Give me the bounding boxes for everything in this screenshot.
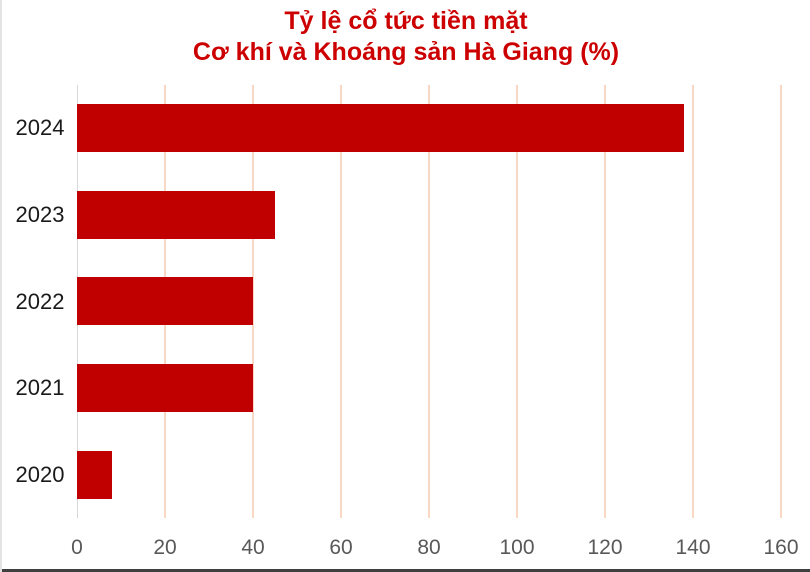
y-axis-label-2021: 2021 (15, 375, 65, 401)
bar-2024 (77, 104, 685, 153)
y-axis-label-2022: 2022 (15, 288, 65, 314)
bar-2022 (77, 277, 253, 326)
x-axis-tick-label-20: 20 (153, 536, 177, 559)
bar-2021 (77, 364, 253, 413)
x-axis-tick-label-100: 100 (499, 536, 535, 559)
gridline-x-120 (604, 85, 606, 518)
x-axis-tick-label-160: 160 (763, 536, 799, 559)
x-axis-tick-label-80: 80 (417, 536, 441, 559)
x-axis-tick-label-60: 60 (329, 536, 353, 559)
bar-row-2020 (77, 431, 781, 518)
chart-title-line1: Tỷ lệ cổ tức tiền mặt (284, 7, 528, 35)
gridline-x-140 (692, 85, 694, 518)
gridline-x-160 (780, 85, 782, 518)
bar-2023 (77, 190, 275, 239)
chart-title-line2: Cơ khí và Khoáng sản Hà Giang (%) (192, 38, 620, 66)
gridline-x-100 (516, 85, 518, 518)
bar-row-2022 (77, 258, 781, 345)
x-axis-tick-label-40: 40 (241, 536, 265, 559)
plot-area (77, 85, 782, 518)
y-axis-label-2020: 2020 (15, 461, 65, 487)
y-axis-label-2023: 2023 (15, 201, 65, 227)
gridline-x-80 (428, 85, 430, 518)
bar-row-2021 (77, 345, 781, 432)
x-axis-tick-label-140: 140 (675, 536, 711, 559)
x-axis-tick-label-120: 120 (587, 536, 623, 559)
window-bottom-edge (2, 569, 810, 572)
bar-2020 (77, 450, 113, 499)
gridline-x-40 (252, 85, 254, 518)
x-axis-tick-label-0: 0 (71, 536, 83, 559)
bar-row-2024 (77, 85, 781, 172)
gridline-x-60 (340, 85, 342, 518)
bar-row-2023 (77, 172, 781, 259)
y-axis-label-2024: 2024 (15, 115, 65, 141)
chart-title: Tỷ lệ cổ tức tiền mặt Cơ khí và Khoáng s… (2, 6, 810, 68)
